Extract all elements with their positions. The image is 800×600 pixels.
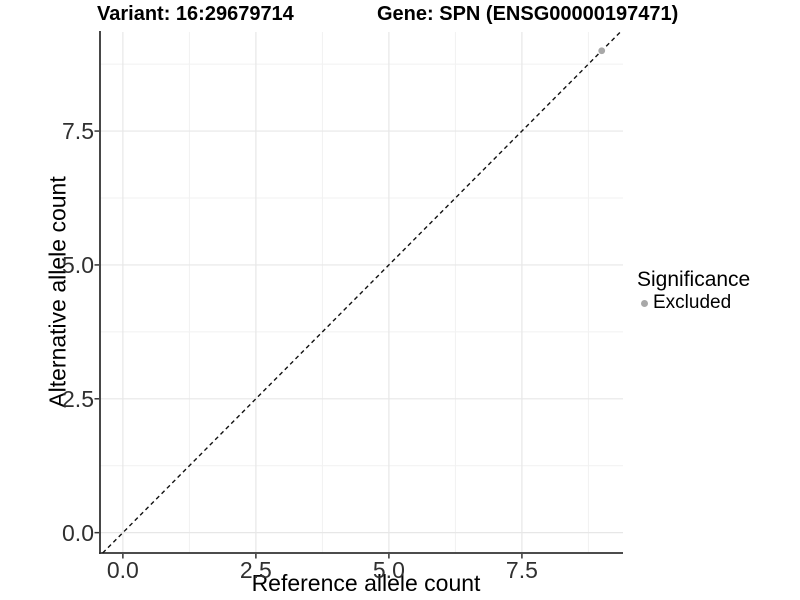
x-tick-label: 0.0	[106, 557, 139, 583]
x-axis-title: Reference allele count	[251, 570, 481, 596]
y-tick-label: 2.5	[62, 385, 94, 412]
plot-title-gene: Gene: SPN (ENSG00000197471)	[377, 3, 679, 25]
legend: Significance Excluded	[637, 268, 750, 314]
x-tick-label: 7.5	[505, 557, 538, 583]
legend-entries: Excluded	[637, 292, 750, 314]
legend-entry: Excluded	[637, 292, 750, 314]
legend-key-dot-icon	[641, 299, 648, 307]
legend-title: Significance	[637, 268, 751, 291]
x-tick-label: 2.5	[239, 557, 272, 583]
y-axis-title: Alternative allele count	[44, 176, 71, 408]
plot-title-variant: Variant: 16:29679714	[97, 3, 294, 25]
identity-dashed-line	[102, 31, 621, 554]
y-tick-label: 7.5	[62, 118, 94, 145]
y-tick-label: 5.0	[62, 251, 94, 278]
x-tick-label: 5.0	[372, 557, 405, 583]
legend-entry-label: Excluded	[653, 292, 732, 313]
y-tick-label: 0.0	[62, 519, 94, 546]
data-point	[598, 47, 606, 55]
